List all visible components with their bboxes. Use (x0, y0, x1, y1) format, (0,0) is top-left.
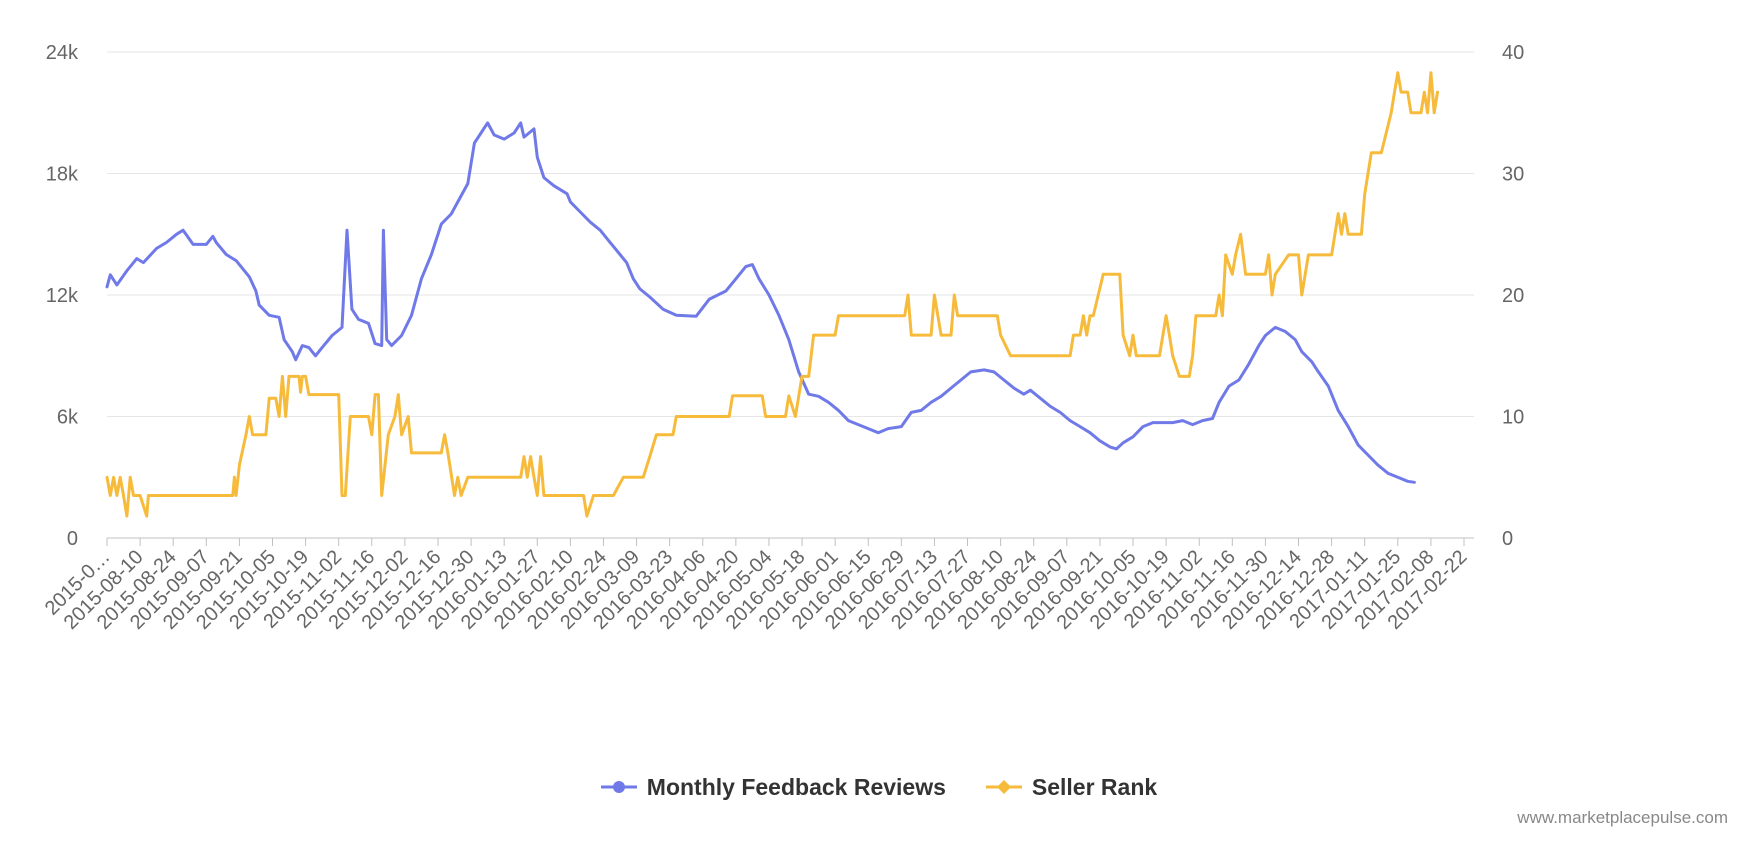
legend-circle-icon (600, 781, 637, 793)
series-line-monthly-feedback-reviews (105, 121, 1416, 484)
legend-label: Seller Rank (1031, 773, 1158, 800)
right-tick-label: 30 (1502, 164, 1524, 186)
right-tick-label: 20 (1502, 285, 1524, 307)
right-tick-label: 0 (1502, 528, 1513, 550)
left-tick-label: 6k (57, 407, 79, 429)
credit-link[interactable]: www.marketplacepulse.com (1517, 808, 1728, 827)
legend-item-monthly-feedback-reviews[interactable]: Monthly Feedback Reviews (600, 773, 946, 801)
left-tick-label: 18k (46, 164, 79, 186)
legend-item-seller-rank[interactable]: Seller Rank (985, 773, 1158, 801)
right-tick-label: 10 (1502, 407, 1524, 429)
left-axis-ticks: 0 6k 12k 18k 24k (46, 42, 79, 550)
legend-diamond-icon (985, 780, 1022, 794)
legend-label: Monthly Feedback Reviews (646, 773, 946, 800)
legend: Monthly Feedback Reviews Seller Rank (0, 770, 1758, 804)
left-tick-label: 12k (46, 285, 79, 307)
left-tick-label: 24k (46, 42, 79, 64)
series-layer (105, 71, 1439, 518)
left-tick-label: 0 (67, 528, 78, 550)
x-axis: 2015-0…2015-08-102015-08-242015-09-07201… (41, 538, 1472, 634)
grid-lines (107, 51, 1474, 539)
right-tick-label: 40 (1502, 42, 1524, 64)
right-axis-ticks: 0 10 20 30 40 (1502, 42, 1524, 550)
series-line-seller-rank (105, 71, 1439, 518)
